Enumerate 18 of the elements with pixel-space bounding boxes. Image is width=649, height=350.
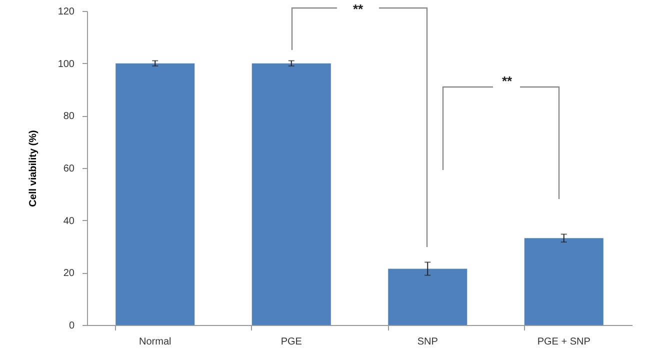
y-axis-title: Cell viability (%) xyxy=(28,130,39,207)
bar xyxy=(524,238,604,325)
annotation: ** xyxy=(352,2,364,16)
y-tick-label: 100 xyxy=(58,58,75,70)
bar xyxy=(388,268,468,325)
x-tick-label: PGE + SNP xyxy=(537,336,591,348)
annotation: ** xyxy=(502,74,512,88)
x-tick-label: SNP xyxy=(417,336,438,348)
y-tick-label: 120 xyxy=(58,6,75,18)
bar xyxy=(116,63,195,325)
y-tick-label: 0 xyxy=(68,320,75,332)
y-tick-label: 80 xyxy=(63,111,75,122)
x-tick-label: Normal xyxy=(139,336,172,348)
y-tick-label: 60 xyxy=(63,164,75,174)
y-tick-label: 40 xyxy=(63,216,75,227)
bar xyxy=(252,63,331,325)
y-tick-label: 20 xyxy=(63,268,75,280)
x-tick-label: PGE xyxy=(280,336,302,348)
